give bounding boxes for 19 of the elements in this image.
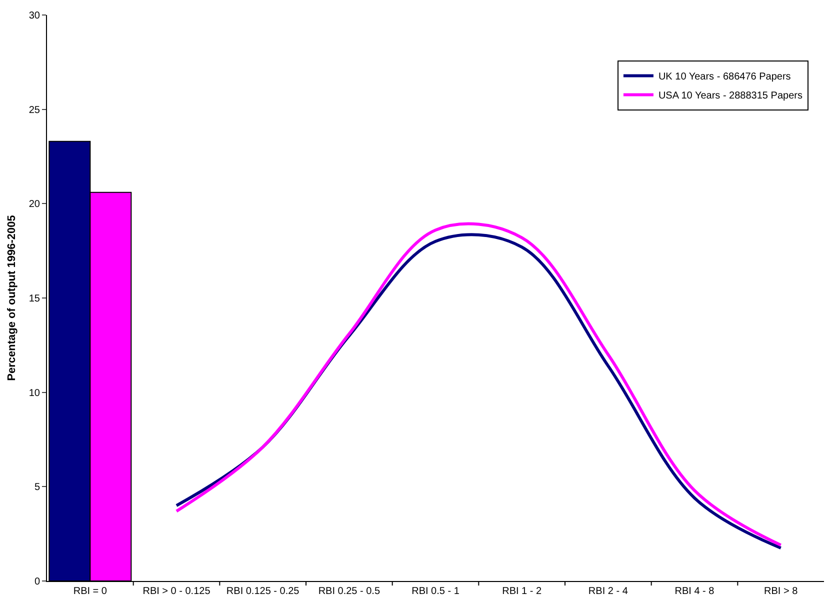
legend-label: UK 10 Years - 686476 Papers — [658, 72, 791, 83]
y-tick-label: 30 — [28, 10, 40, 22]
x-tick-label: RBI 4 - 8 — [674, 586, 715, 597]
y-tick-label: 15 — [28, 294, 40, 304]
y-axis-title: Percentage of output 1996-2005 — [6, 215, 18, 381]
y-tick-label: 10 — [28, 388, 40, 399]
y-tick-label: 5 — [34, 482, 40, 494]
y-tick-label: 25 — [28, 104, 40, 116]
x-tick-label: RBI 1 - 2 — [502, 586, 542, 597]
x-tick-label: RBI 0.125 - 0.25 — [226, 586, 300, 597]
x-tick-label: RBI > 0 - 0.125 — [142, 586, 211, 597]
x-tick-label: RBI > 8 — [764, 586, 798, 597]
x-tick-label: RBI 2 - 4 — [588, 586, 628, 597]
legend-label: USA 10 Years - 2888315 Papers — [658, 90, 802, 102]
x-tick-label: RBI 0.25 - 0.5 — [318, 586, 380, 597]
x-tick-label: RBI = 0 — [73, 586, 108, 597]
y-tick-label: 0 — [34, 576, 40, 588]
x-tick-label: RBI 0.5 - 1 — [412, 586, 460, 597]
y-tick-label: 20 — [28, 199, 40, 210]
